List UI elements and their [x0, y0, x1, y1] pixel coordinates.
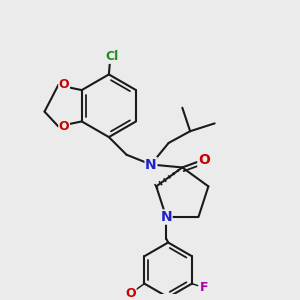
Text: O: O	[125, 287, 136, 300]
Text: O: O	[198, 153, 210, 166]
Text: Cl: Cl	[105, 50, 119, 63]
Text: O: O	[59, 120, 69, 133]
Text: F: F	[200, 281, 208, 294]
Text: O: O	[59, 78, 69, 91]
Text: N: N	[145, 158, 157, 172]
Text: N: N	[160, 210, 172, 224]
